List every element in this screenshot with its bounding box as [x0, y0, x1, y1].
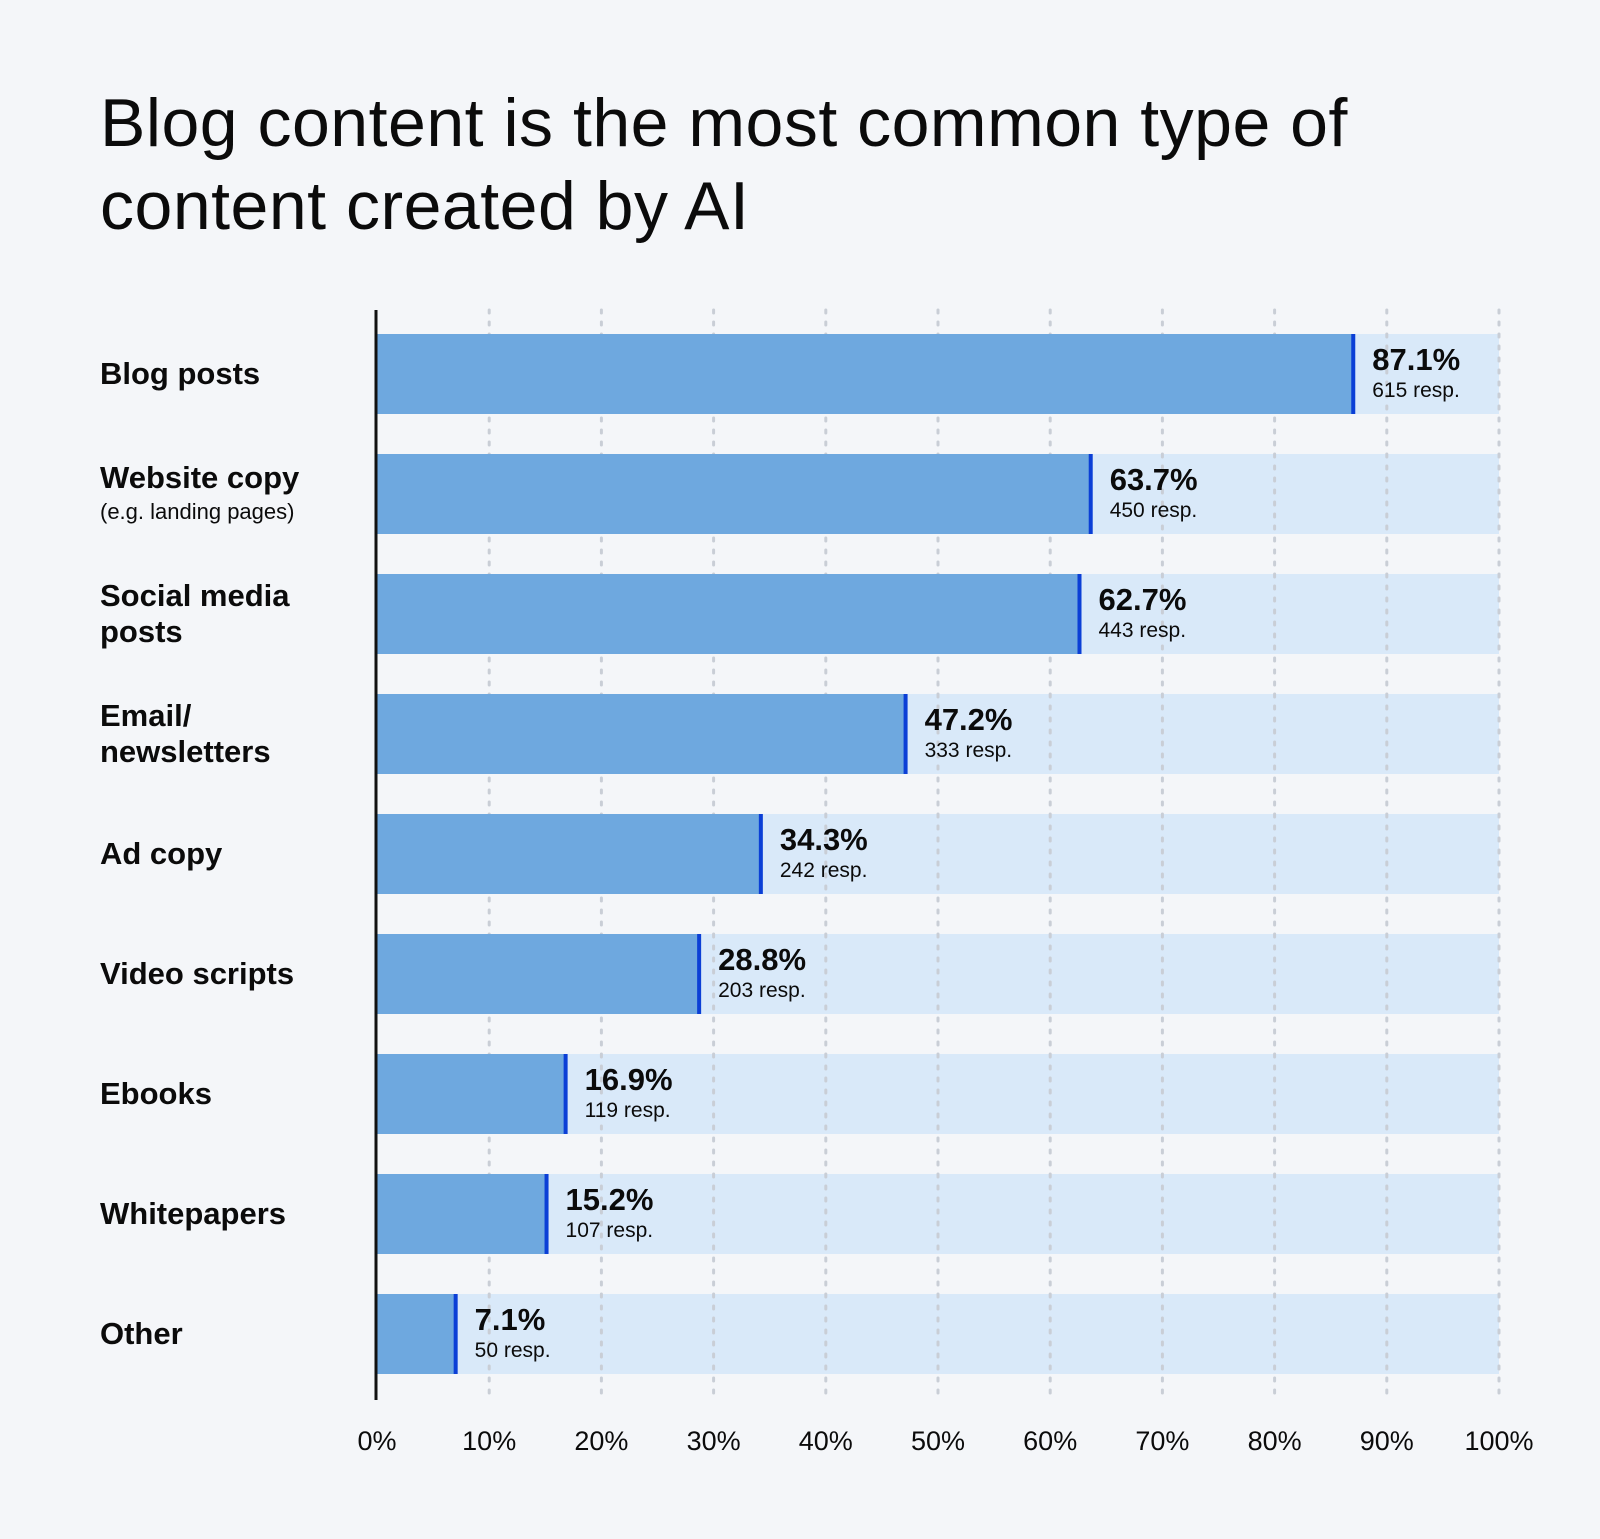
- category-name: Blog posts: [100, 356, 261, 391]
- data-label-responses: 333 resp.: [924, 739, 1013, 762]
- data-label: 28.8% 203 resp.: [718, 943, 806, 1005]
- bar-end-marker: [453, 1294, 458, 1374]
- data-label: 15.2% 107 resp.: [566, 1183, 654, 1245]
- data-label-responses: 443 resp.: [1098, 619, 1187, 642]
- data-label-value: 63.7%: [1109, 462, 1198, 497]
- category-name: Whitepapers: [100, 1196, 287, 1231]
- data-label-responses: 242 resp.: [779, 859, 868, 882]
- x-tick-label: 40%: [798, 1426, 853, 1456]
- data-label-responses: 107 resp.: [565, 1219, 654, 1242]
- category-label: Website copy (e.g. landing pages): [100, 460, 370, 528]
- x-tick-label: 70%: [1135, 1426, 1190, 1456]
- bar-end-marker: [563, 1054, 568, 1134]
- x-tick-label: 90%: [1359, 1426, 1414, 1456]
- data-label: 47.2% 333 resp.: [925, 703, 1013, 765]
- category-label: Other: [100, 1316, 370, 1352]
- data-label: 63.7% 450 resp.: [1110, 463, 1198, 525]
- data-label-responses: 450 resp.: [1109, 499, 1198, 522]
- bar: [377, 334, 1355, 414]
- bar: [377, 574, 1081, 654]
- category-label: Social media posts: [100, 578, 370, 650]
- bar: [377, 694, 907, 774]
- x-tick-label: 100%: [1464, 1426, 1534, 1456]
- category-note: (e.g. landing pages): [100, 499, 295, 524]
- bar-end-marker: [697, 934, 702, 1014]
- x-tick-label: 20%: [574, 1426, 629, 1456]
- x-tick-label: 60%: [1023, 1426, 1078, 1456]
- category-label: Video scripts: [100, 956, 370, 992]
- data-label-value: 16.9%: [584, 1062, 673, 1097]
- data-label-value: 28.8%: [718, 942, 807, 977]
- data-label-responses: 615 resp.: [1372, 379, 1460, 402]
- category-name: Social media posts: [100, 578, 290, 649]
- bar-end-marker: [1351, 334, 1356, 414]
- data-label: 16.9% 119 resp.: [585, 1063, 673, 1125]
- category-label: Ad copy: [100, 836, 370, 872]
- category-name: Website copy: [100, 460, 300, 495]
- data-label-value: 62.7%: [1098, 582, 1187, 617]
- data-label: 7.1% 50 resp.: [475, 1303, 551, 1365]
- category-label: Whitepapers: [100, 1196, 370, 1232]
- bar: [377, 934, 701, 1014]
- category-name: Video scripts: [100, 956, 295, 991]
- x-tick-label: 0%: [357, 1426, 397, 1456]
- data-label: 34.3% 242 resp.: [780, 823, 868, 885]
- category-name: Other: [100, 1316, 183, 1351]
- chart-title: Blog content is the most common type of …: [100, 85, 1348, 244]
- data-label-value: 87.1%: [1372, 342, 1461, 377]
- data-label-responses: 119 resp.: [584, 1099, 671, 1122]
- bar-end-marker: [544, 1174, 549, 1254]
- bar: [377, 454, 1092, 534]
- category-label: Blog posts: [100, 356, 370, 392]
- bar-end-marker: [758, 814, 763, 894]
- x-tick-label: 30%: [686, 1426, 741, 1456]
- x-tick-label: 10%: [462, 1426, 517, 1456]
- category-label: Email/ newsletters: [100, 698, 370, 770]
- data-label: 87.1% 615 resp.: [1372, 343, 1460, 405]
- x-tick-label: 80%: [1247, 1426, 1302, 1456]
- data-label: 62.7% 443 resp.: [1098, 583, 1186, 645]
- data-label-value: 47.2%: [924, 702, 1013, 737]
- bar-end-marker: [1077, 574, 1082, 654]
- data-label-value: 7.1%: [474, 1302, 546, 1337]
- category-name: Email/ newsletters: [100, 698, 271, 769]
- x-tick-label: 50%: [910, 1426, 966, 1456]
- category-name: Ad copy: [100, 836, 223, 871]
- data-label-value: 34.3%: [779, 822, 868, 857]
- bar: [377, 1294, 457, 1374]
- data-label-responses: 203 resp.: [718, 979, 806, 1002]
- category-name: Ebooks: [100, 1076, 212, 1111]
- bar-end-marker: [1088, 454, 1093, 534]
- bar: [377, 814, 762, 894]
- bar: [377, 1174, 548, 1254]
- bar-end-marker: [903, 694, 908, 774]
- category-label: Ebooks: [100, 1076, 370, 1112]
- bar: [377, 1054, 567, 1134]
- data-label-responses: 50 resp.: [474, 1339, 551, 1362]
- data-label-value: 15.2%: [565, 1182, 654, 1217]
